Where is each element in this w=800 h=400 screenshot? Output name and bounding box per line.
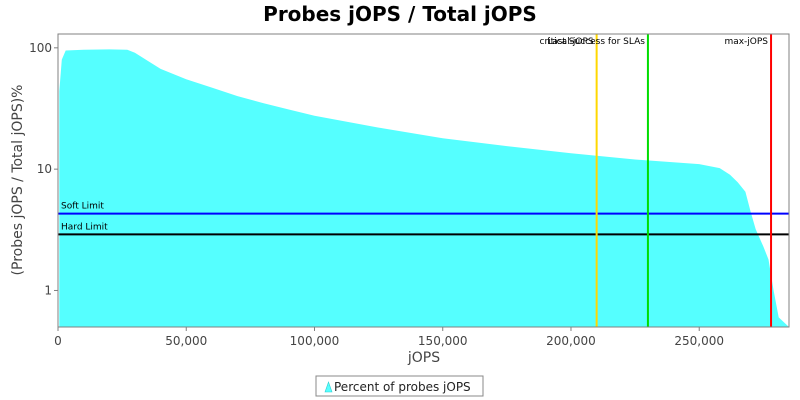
legend-box — [315, 375, 484, 397]
x-tick-label-5: 250,000 — [674, 334, 724, 348]
legend-series-icon — [324, 381, 333, 393]
legend-series-label: Percent of probes jOPS — [334, 380, 471, 394]
x-tick-label-0: 0 — [54, 334, 62, 348]
ref-label-h-1: Hard Limit — [61, 222, 108, 232]
x-tick-label-3: 150,000 — [418, 334, 468, 348]
x-axis-label: jOPS — [407, 350, 440, 366]
y-tick-label-0: 1 — [44, 283, 52, 297]
ref-label-v-3: Last Success for SLAs — [547, 37, 645, 47]
ref-label-v-4: max-jOPS — [724, 37, 768, 47]
chart-title: Probes jOPS / Total jOPS — [263, 2, 537, 26]
ref-label-v-2: critical-jOPS — [540, 37, 594, 47]
y-tick-label-1: 10 — [37, 162, 52, 176]
series-area-0 — [59, 49, 789, 327]
x-tick-label-4: 200,000 — [546, 334, 596, 348]
x-tick-label-2: 100,000 — [290, 334, 340, 348]
plot-border — [57, 33, 790, 328]
y-tick-label-2: 100 — [29, 41, 52, 55]
ref-label-h-0: Soft Limit — [61, 202, 104, 212]
x-tick-label-1: 50,000 — [165, 334, 207, 348]
legend: Percent of probes jOPS — [315, 375, 484, 397]
y-axis-label: (Probes jOPS / Total jOPS)% — [10, 85, 26, 276]
